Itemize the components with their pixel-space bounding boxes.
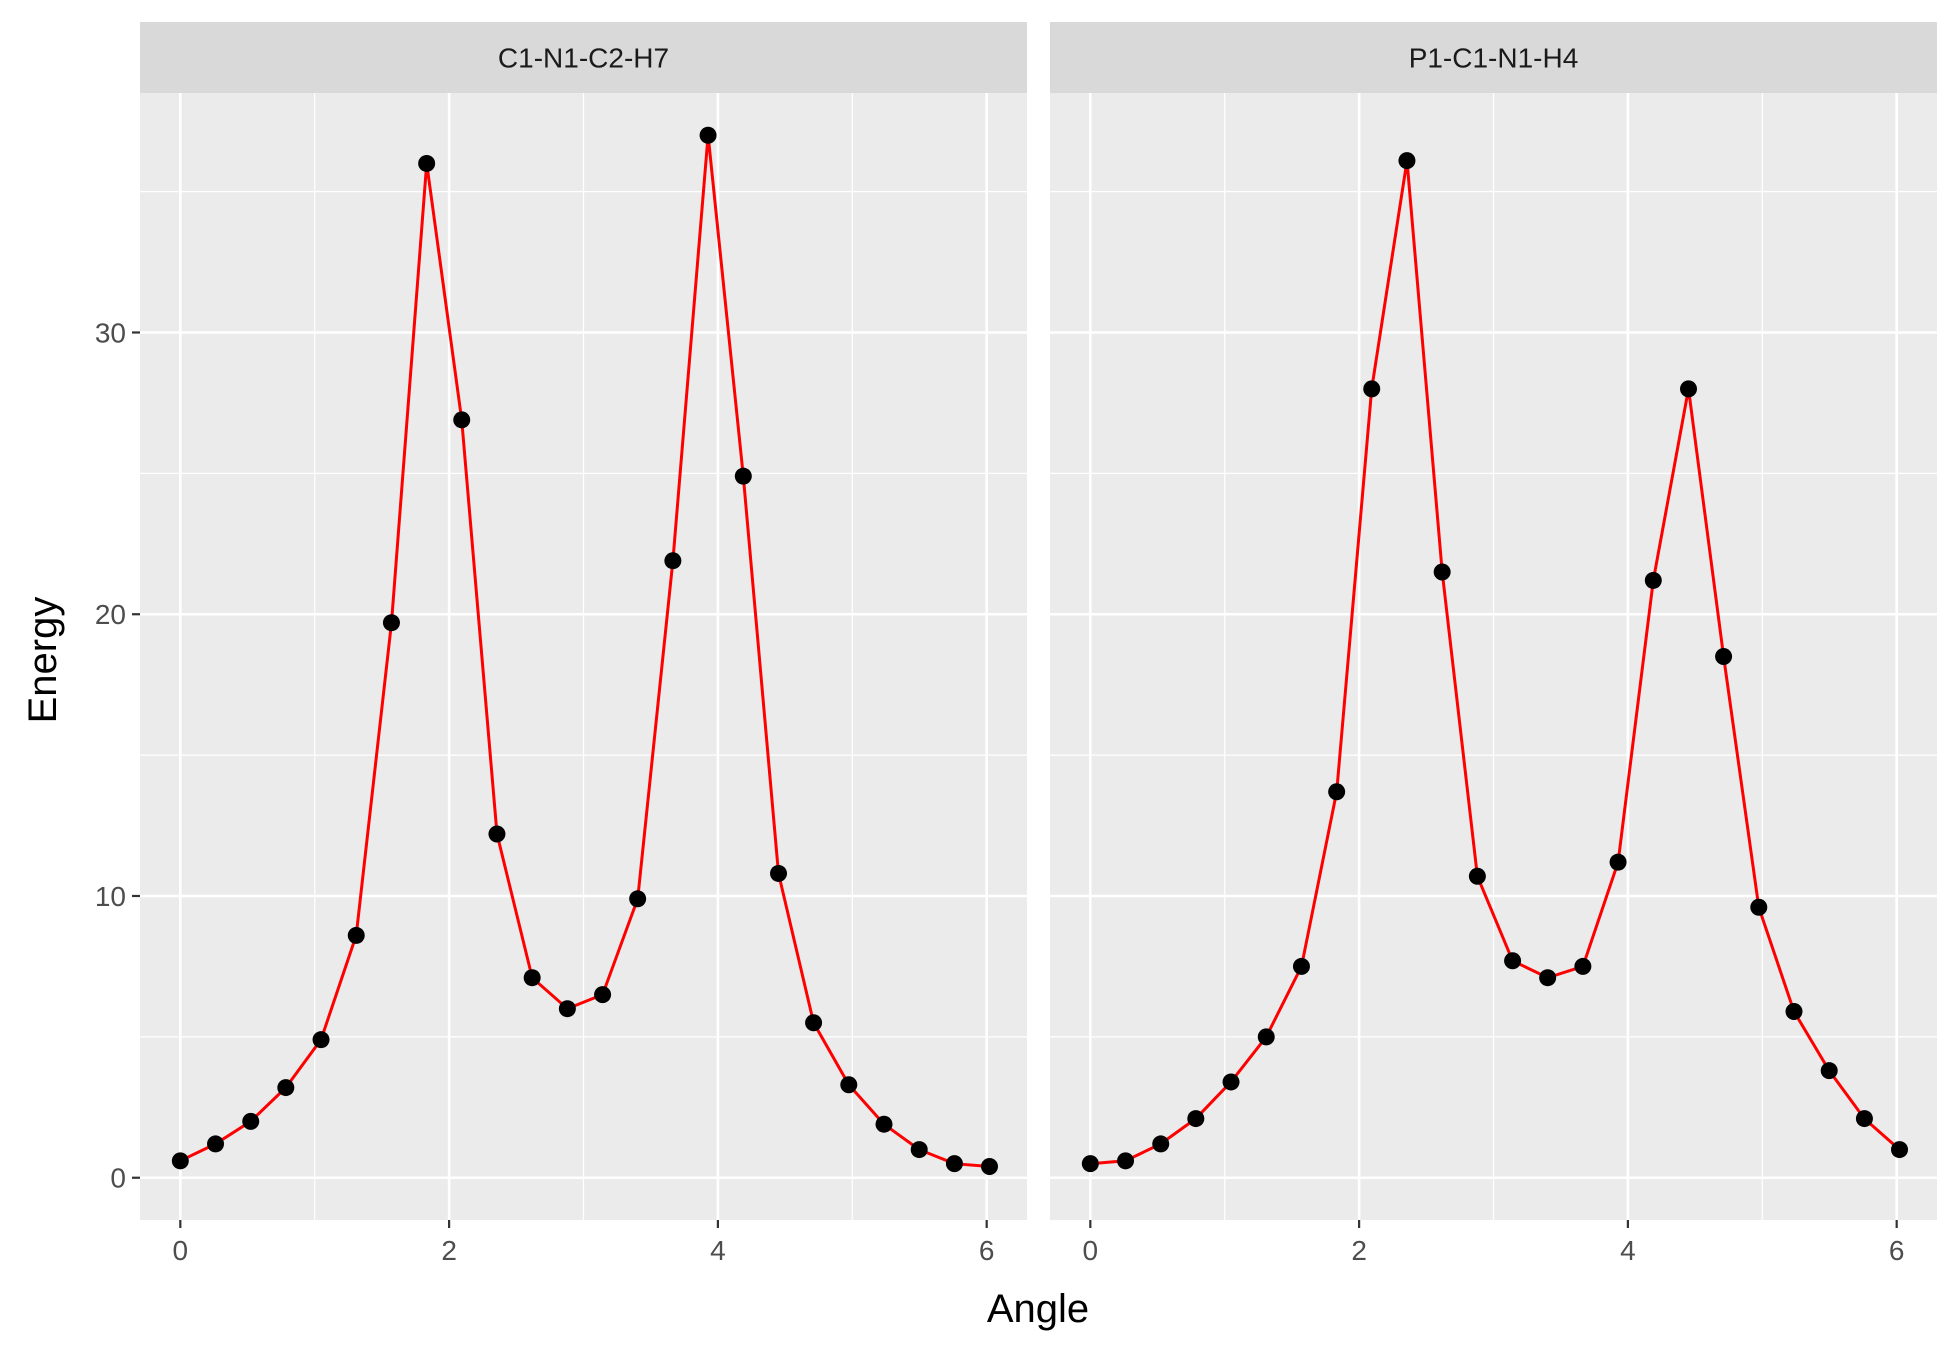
data-point (1363, 380, 1381, 398)
data-point (1785, 1003, 1803, 1021)
series-line (179, 135, 990, 1168)
data-point (312, 1031, 330, 1049)
y-axis-title: Energy (21, 597, 65, 724)
data-point (805, 1014, 823, 1032)
y-axis: 0 10 20 30 (95, 317, 140, 1194)
x-tick-label: 6 (979, 1235, 995, 1266)
x-tick-label: 6 (1889, 1235, 1905, 1266)
data-point (242, 1112, 260, 1130)
x-tick-label: 2 (1351, 1235, 1367, 1266)
x-tick-label: 2 (441, 1235, 457, 1266)
data-point (1257, 1028, 1275, 1046)
data-point (558, 1000, 576, 1018)
data-point (699, 126, 717, 144)
data-point (1820, 1062, 1838, 1080)
data-point (1644, 571, 1662, 589)
data-point (1468, 867, 1486, 885)
data-point (734, 467, 752, 485)
data-point (840, 1076, 858, 1094)
data-point (1574, 957, 1592, 975)
data-point (1187, 1110, 1205, 1128)
data-point (1433, 563, 1451, 581)
data-point (1117, 1152, 1135, 1170)
panel-1: C1-N1-C2-H7 (140, 22, 1027, 1220)
data-point (277, 1079, 295, 1097)
panel-2: P1-C1-N1-H4 (1050, 22, 1937, 1220)
data-point (1222, 1073, 1240, 1091)
data-point (347, 926, 365, 944)
y-tick-label: 20 (95, 599, 126, 630)
data-point (910, 1141, 928, 1159)
data-point (945, 1155, 963, 1173)
data-point (1539, 969, 1557, 987)
data-point (1504, 952, 1522, 970)
data-point (171, 1152, 189, 1170)
data-point (594, 986, 612, 1004)
y-tick-label: 0 (110, 1163, 126, 1194)
data-point (1715, 648, 1733, 665)
data-point (1081, 1155, 1099, 1173)
x-tick-label: 0 (173, 1235, 189, 1266)
facet-strip (140, 22, 1027, 93)
y-tick-label: 10 (95, 881, 126, 912)
data-point (488, 825, 506, 843)
data-point (207, 1135, 225, 1153)
data-point (875, 1115, 893, 1133)
data-point (770, 864, 788, 882)
x-axis-title: Angle (987, 1287, 1089, 1331)
data-point (1152, 1135, 1170, 1153)
chart-panels: C1-N1-C2-H7 P1-C1-N1-H4 (140, 22, 1937, 1220)
data-point (382, 614, 400, 632)
facet-strip-label: C1-N1-C2-H7 (498, 43, 669, 74)
data-point (629, 890, 647, 908)
facet-strip-label: P1-C1-N1-H4 (1409, 43, 1579, 74)
data-point (453, 411, 471, 429)
data-point (1750, 898, 1768, 916)
data-point (1328, 783, 1346, 801)
x-tick-label: 4 (710, 1235, 726, 1266)
data-point (1680, 380, 1698, 398)
x-axis-2: 0 2 4 6 (1083, 1220, 1905, 1266)
data-point (1891, 1141, 1909, 1159)
data-point (1855, 1110, 1873, 1128)
y-tick-label: 30 (95, 317, 126, 348)
x-tick-label: 4 (1620, 1235, 1636, 1266)
data-point (1609, 853, 1627, 871)
x-axis-1: 0 2 4 6 (173, 1220, 995, 1266)
data-point (664, 552, 682, 570)
data-point (1292, 957, 1310, 975)
data-point (523, 969, 541, 987)
x-tick-label: 0 (1083, 1235, 1099, 1266)
facet-strip (1050, 22, 1937, 93)
data-point (981, 1157, 999, 1175)
x-axes: 0 2 4 6 0 2 4 6 (173, 1220, 1905, 1266)
data-point (1398, 152, 1416, 170)
data-point (418, 154, 436, 172)
